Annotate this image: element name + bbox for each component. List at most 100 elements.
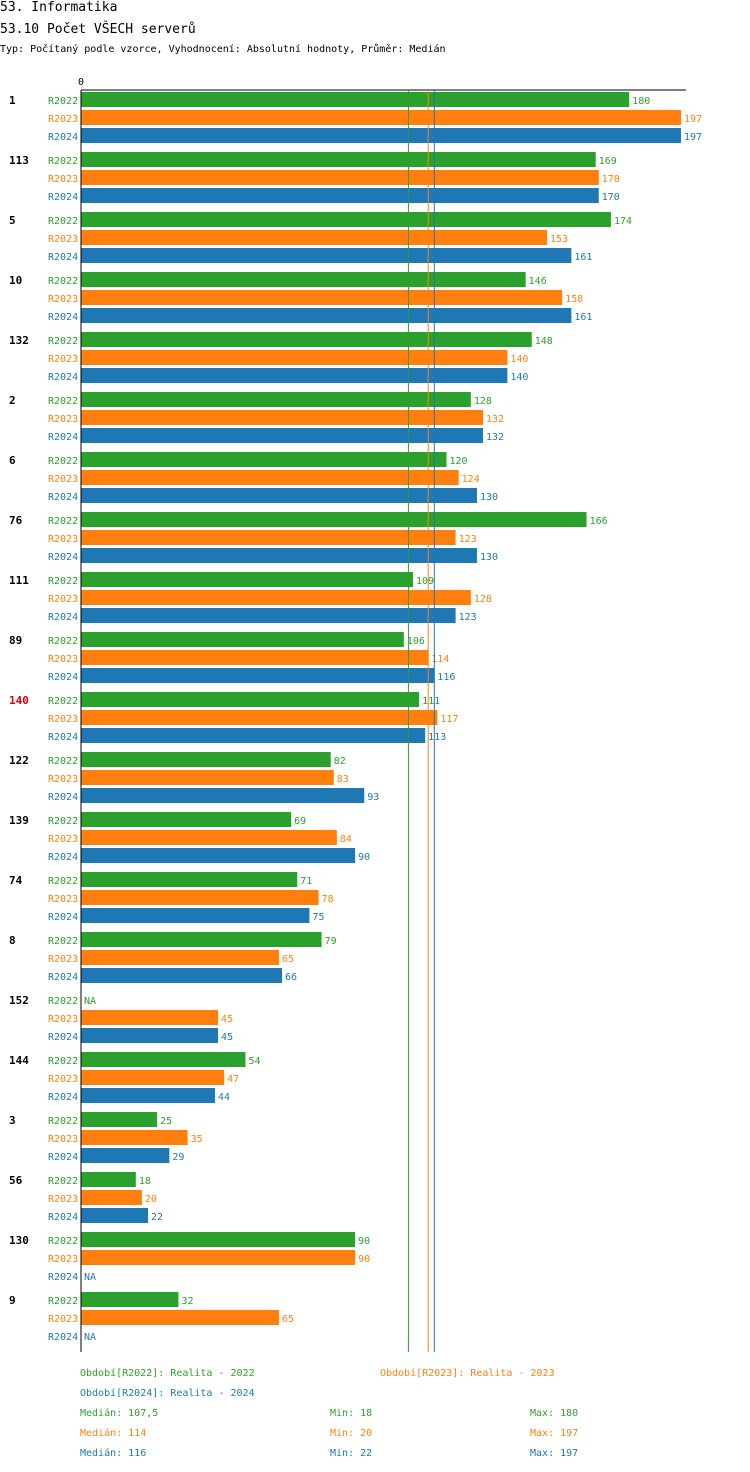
group-label-8: 8 [9, 934, 16, 947]
bar-56-R2022 [81, 1172, 136, 1187]
bar-132-R2024 [81, 368, 508, 383]
value-label: 117 [440, 714, 458, 725]
value-label: 90 [358, 1236, 370, 1247]
bar-152-R2023 [81, 1010, 219, 1025]
bar-74-R2023 [81, 890, 319, 905]
legend-min-2024: Min: 22 [330, 1448, 373, 1459]
value-label: 161 [574, 252, 592, 263]
legend-median-2023: Medián: 114 [80, 1428, 147, 1439]
series-label: R2022 [48, 816, 78, 827]
series-label: R2022 [48, 636, 78, 647]
value-label: 45 [221, 1014, 233, 1025]
bar-111-R2024 [81, 608, 456, 623]
value-label: 140 [510, 354, 528, 365]
value-label: 106 [407, 636, 425, 647]
value-label: 20 [145, 1194, 157, 1205]
bar-130-R2022 [81, 1232, 356, 1247]
value-label: 90 [358, 1254, 370, 1265]
bar-113-R2022 [81, 152, 596, 167]
axis-zero-label: 0 [78, 77, 84, 88]
series-label: R2024 [48, 1212, 78, 1223]
value-label: 65 [282, 954, 294, 965]
bar-140-R2024 [81, 728, 426, 743]
series-label: R2024 [48, 492, 78, 503]
series-label: R2023 [48, 954, 78, 965]
value-label: 140 [510, 372, 528, 383]
bar-140-R2022 [81, 692, 420, 707]
bar-8-R2024 [81, 968, 283, 983]
value-label: 82 [334, 756, 346, 767]
value-label: 44 [218, 1092, 230, 1103]
bar-89-R2024 [81, 668, 435, 683]
value-label: 65 [282, 1314, 294, 1325]
series-label: R2024 [48, 432, 78, 443]
value-label: 197 [684, 114, 702, 125]
series-label: R2022 [48, 156, 78, 167]
series-label: R2023 [48, 354, 78, 365]
bar-10-R2024 [81, 308, 572, 323]
value-label: 22 [151, 1212, 163, 1223]
series-label: R2023 [48, 234, 78, 245]
series-label: R2023 [48, 1074, 78, 1085]
series-label: R2024 [48, 372, 78, 383]
series-label: R2024 [48, 312, 78, 323]
group-label-152: 152 [9, 994, 29, 1007]
group-label-10: 10 [9, 274, 22, 287]
value-label: 158 [565, 294, 583, 305]
series-label: R2022 [48, 96, 78, 107]
series-label: R2023 [48, 894, 78, 905]
bar-2-R2023 [81, 410, 484, 425]
series-label: R2023 [48, 714, 78, 725]
series-label: R2022 [48, 216, 78, 227]
series-label: R2022 [48, 336, 78, 347]
group-label-1: 1 [9, 94, 16, 107]
legend-max-2022: Max: 180 [530, 1408, 579, 1419]
legend-period-2022: Období[R2022]: Realita - 2022 [80, 1368, 255, 1379]
legend-min-2023: Min: 20 [330, 1428, 373, 1439]
value-label: 153 [550, 234, 568, 245]
bar-139-R2022 [81, 812, 292, 827]
series-label: R2022 [48, 696, 78, 707]
series-label: R2023 [48, 1014, 78, 1025]
value-label: 113 [428, 732, 446, 743]
bar-1-R2022 [81, 92, 630, 107]
series-label: R2023 [48, 594, 78, 605]
na-label: NA [84, 1272, 96, 1283]
group-label-140: 140 [9, 694, 29, 707]
legend-period-2023: Období[R2023]: Realita - 2023 [380, 1368, 555, 1379]
bar-1-R2023 [81, 110, 681, 125]
series-label: R2024 [48, 252, 78, 263]
bar-2-R2024 [81, 428, 484, 443]
bar-122-R2023 [81, 770, 334, 785]
bar-6-R2023 [81, 470, 459, 485]
bar-132-R2022 [81, 332, 532, 347]
series-label: R2022 [48, 996, 78, 1007]
series-label: R2023 [48, 174, 78, 185]
value-label: 130 [480, 492, 498, 503]
bar-2-R2022 [81, 392, 471, 407]
group-label-144: 144 [9, 1054, 29, 1067]
group-label-6: 6 [9, 454, 16, 467]
series-label: R2024 [48, 672, 78, 683]
value-label: 170 [602, 174, 620, 185]
value-label: 32 [181, 1296, 193, 1307]
series-label: R2023 [48, 474, 78, 485]
value-label: 123 [459, 534, 477, 545]
value-label: 54 [248, 1056, 260, 1067]
value-label: 25 [160, 1116, 172, 1127]
series-label: R2023 [48, 294, 78, 305]
series-label: R2023 [48, 774, 78, 785]
bar-130-R2023 [81, 1250, 356, 1265]
series-label: R2024 [48, 732, 78, 743]
value-label: 148 [535, 336, 553, 347]
value-label: 90 [358, 852, 370, 863]
value-label: 69 [294, 816, 306, 827]
bar-56-R2024 [81, 1208, 149, 1223]
value-label: 47 [227, 1074, 239, 1085]
series-label: R2024 [48, 912, 78, 923]
page-title: 53. Informatika [0, 0, 118, 15]
value-label: 114 [431, 654, 449, 665]
series-label: R2024 [48, 132, 78, 143]
series-label: R2022 [48, 1176, 78, 1187]
group-label-139: 139 [9, 814, 29, 827]
